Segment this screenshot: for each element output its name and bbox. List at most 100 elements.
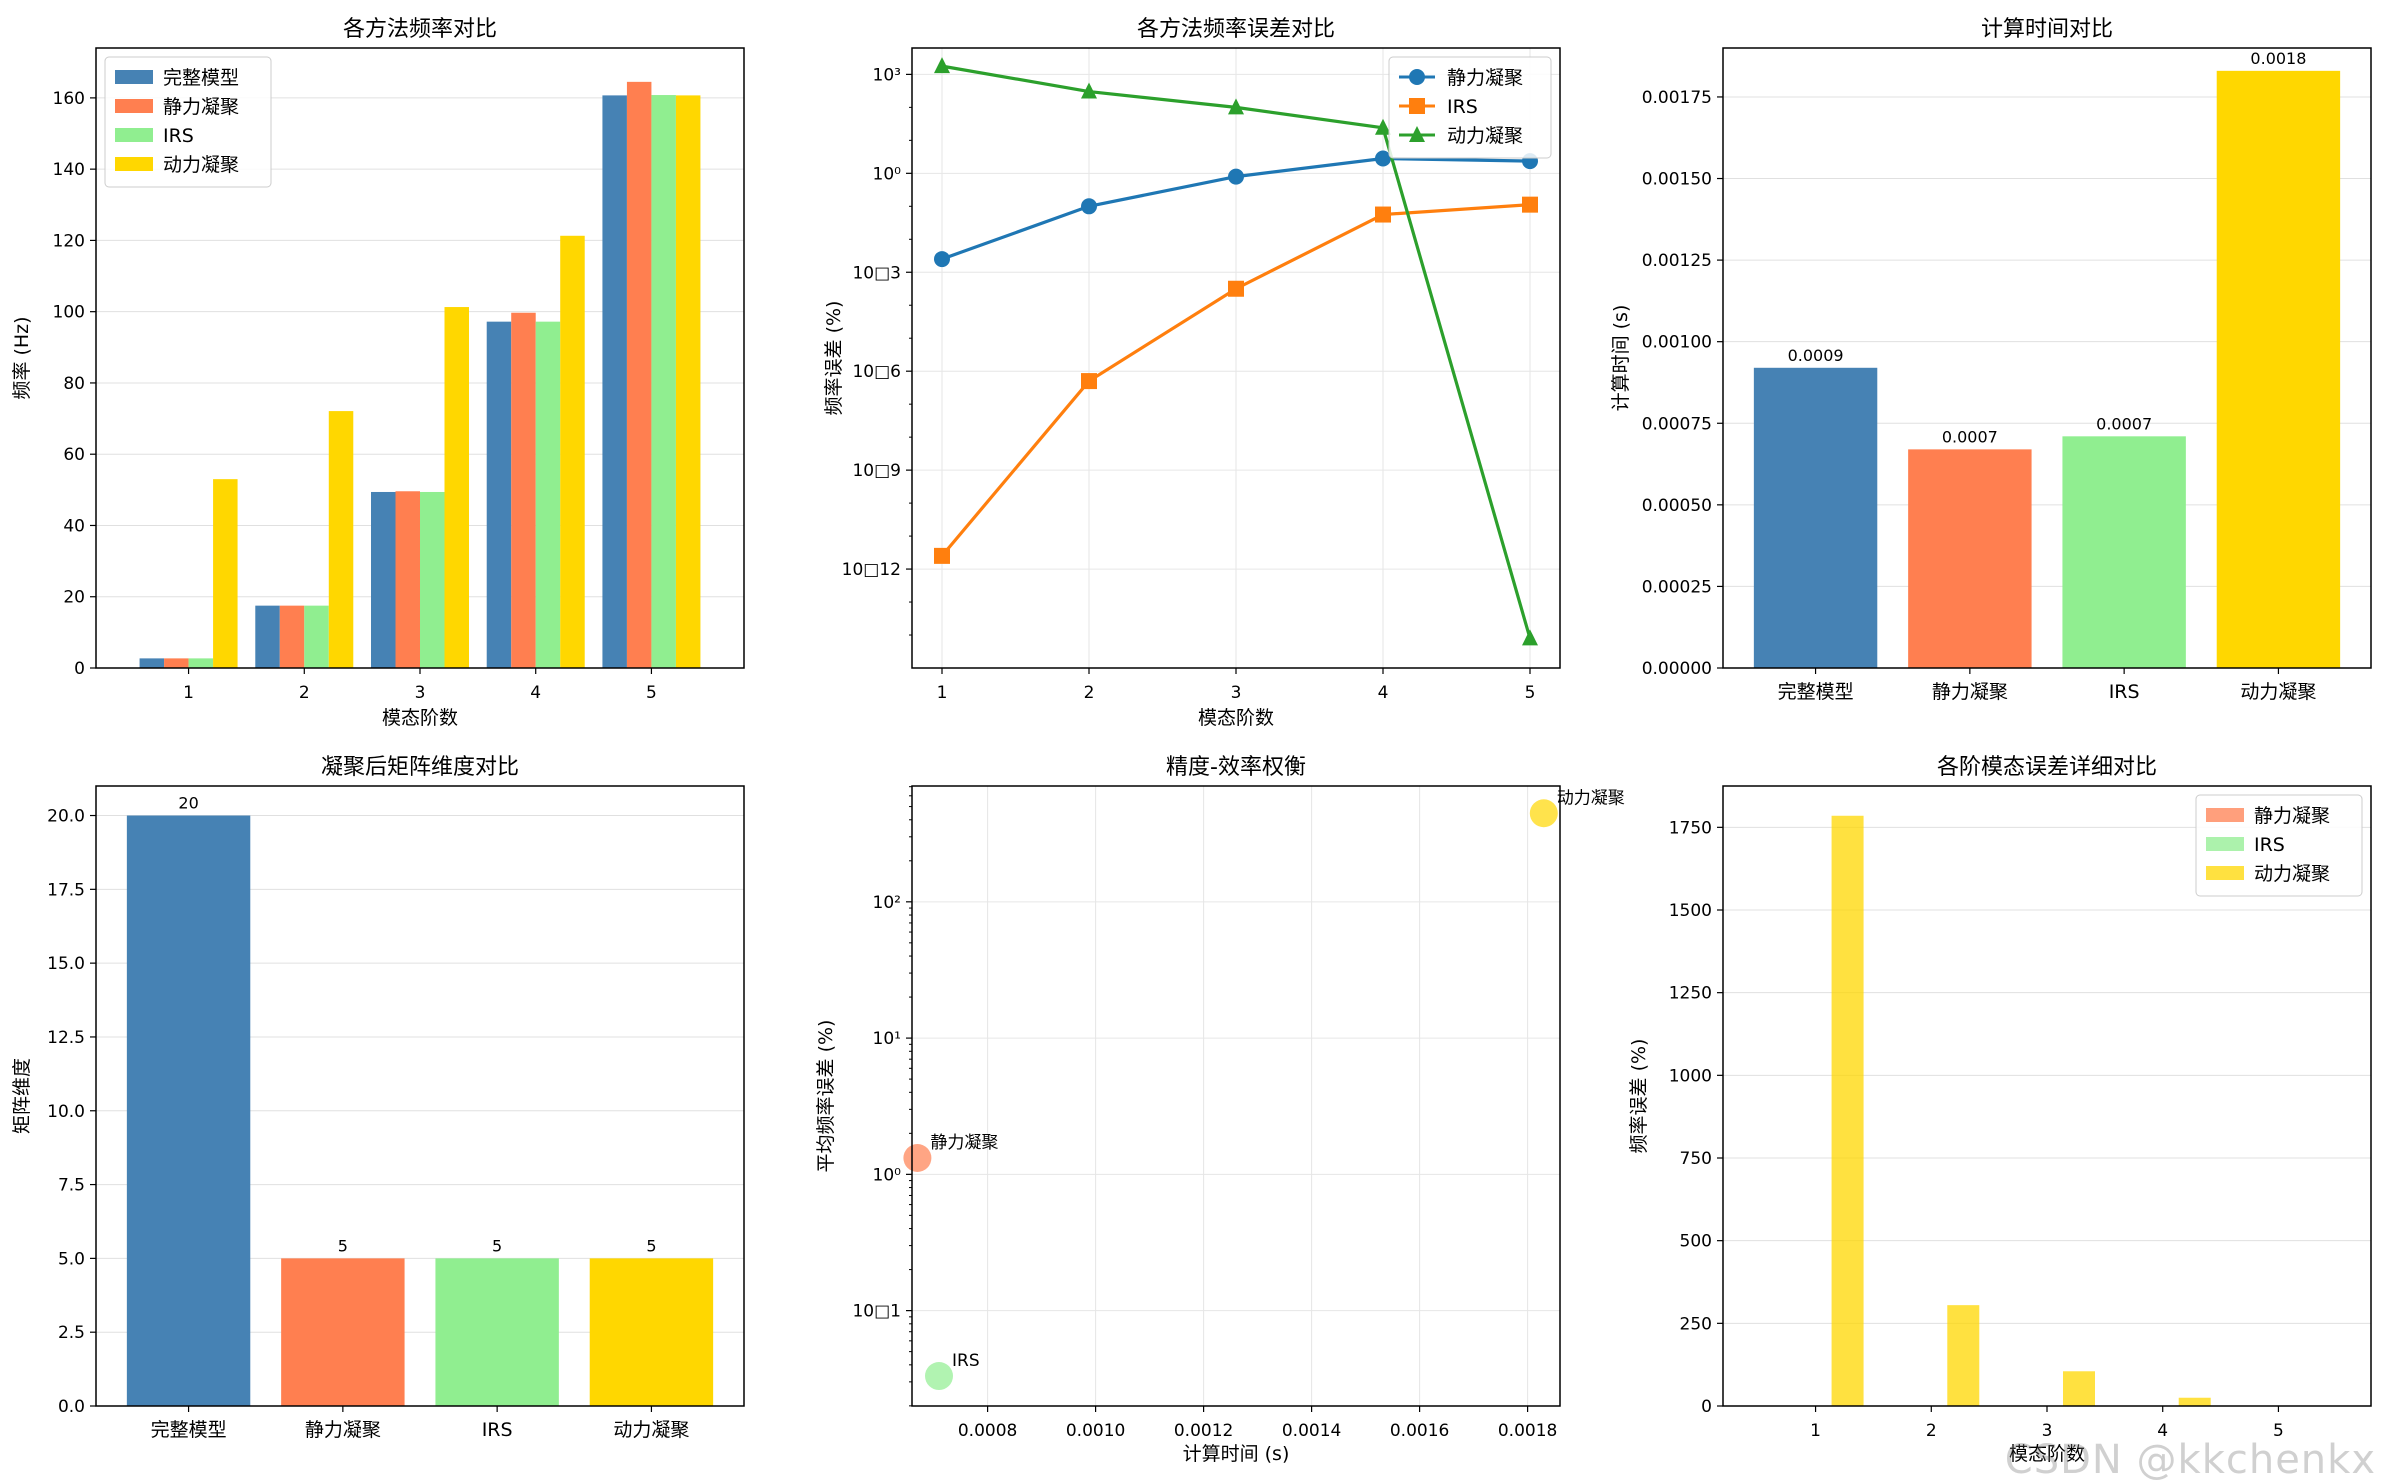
x-axis-label: 模态阶数	[1198, 707, 1274, 729]
x-axis-label: 模态阶数	[2009, 1443, 2085, 1465]
y-tick-label: 12.5	[47, 1028, 85, 1048]
y-tick-label: 0.00025	[1642, 577, 1712, 597]
chart-time: 0.00000 0.00025 0.00050 0.00075 0.00100 0.001…	[1610, 17, 2372, 703]
legend-swatch	[2206, 837, 2244, 851]
chart-tradeoff: 10² 10¹ 10⁰ 10□1 0.0008 0.0010 0.0012 0.0014 0.0…	[815, 755, 1625, 1465]
bar	[420, 491, 445, 668]
x-tick-label: 0.0008	[958, 1421, 1017, 1441]
x-tick-label: 4	[530, 683, 541, 703]
data-point	[1522, 196, 1538, 213]
legend-label: IRS	[1447, 96, 1478, 118]
bar-value-label: 5	[338, 1236, 348, 1255]
y-tick-label: 0.00000	[1642, 659, 1712, 679]
x-tick-label: 3	[415, 683, 426, 703]
scatter-point	[903, 1144, 932, 1172]
y-tick-label: 10³	[873, 65, 901, 85]
y-tick-label: 1000	[1669, 1066, 1712, 1086]
bar	[2216, 70, 2341, 668]
y-tick-label: 20	[63, 588, 85, 608]
y-tick-label: 15.0	[47, 954, 85, 974]
bar-value-label: 5	[492, 1236, 502, 1255]
bar	[435, 1258, 559, 1406]
bar-value-label: 0.0007	[1942, 427, 1998, 446]
bar-value-label: 20	[178, 794, 198, 813]
bar	[328, 411, 354, 668]
x-tick-label: 0.0012	[1174, 1421, 1233, 1441]
x-tick-label: 3	[1231, 683, 1242, 703]
x-tick-label: 4	[2157, 1421, 2168, 1441]
x-axis-label: 模态阶数	[382, 707, 458, 729]
x-tick-label: 0.0010	[1066, 1421, 1125, 1441]
x-tick-label: 0.0014	[1282, 1421, 1341, 1441]
x-tick-label: 0.0018	[1498, 1421, 1557, 1441]
y-tick-label: 10²	[873, 893, 901, 913]
legend-swatch	[2206, 808, 2244, 822]
bar-value-label: 0.0007	[2096, 414, 2152, 433]
bar	[602, 95, 627, 668]
y-tick-label: 100	[53, 303, 85, 323]
bar	[213, 479, 238, 668]
bar	[2062, 436, 2186, 668]
bar-value-label: 0.0009	[1788, 346, 1844, 365]
y-tick-label: 0.00125	[1642, 251, 1712, 271]
bar	[371, 491, 396, 668]
y-axis-label: 频率 (Hz)	[11, 316, 33, 399]
x-tick-label: 2	[299, 683, 310, 703]
bar	[126, 815, 251, 1406]
bar	[444, 307, 469, 668]
bar	[1831, 815, 1864, 1406]
y-tick-label: 20.0	[47, 807, 85, 827]
bar-value-label: 0.0018	[2250, 49, 2306, 68]
legend-label: 完整模型	[163, 67, 239, 89]
y-tick-label: 10□3	[852, 263, 901, 283]
legend-box	[1388, 56, 1552, 159]
y-tick-label: 250	[1680, 1314, 1712, 1334]
x-tick-label: 1	[937, 683, 948, 703]
legend-label: 动力凝聚	[163, 154, 239, 176]
legend-label: IRS	[163, 125, 194, 147]
bar	[560, 235, 585, 668]
chart-title: 精度-效率权衡	[1166, 755, 1306, 780]
x-tick-label: IRS	[2109, 681, 2140, 703]
y-tick-label: 10□6	[852, 362, 901, 382]
y-tick-label: 10□12	[842, 560, 901, 580]
chart-title: 凝聚后矩阵维度对比	[321, 755, 519, 780]
scatter-point	[1529, 799, 1558, 828]
data-point	[1375, 150, 1391, 167]
bar	[2178, 1397, 2211, 1406]
chart-dim: 0.0 2.5 5.0 7.5 10.0 12.5 15.0 17.5 20.0 20 5 5 5 完整模…	[11, 755, 745, 1441]
y-tick-label: 10.0	[47, 1102, 85, 1122]
y-tick-label: 0	[74, 659, 85, 679]
chart-error: 10³ 10⁰ 10□3 10□6 10□9 10□12 1 2 3 4 5 各方法频率误差对比模态阶…	[823, 17, 1561, 729]
y-tick-label: 750	[1680, 1149, 1712, 1169]
y-tick-label: 1250	[1669, 984, 1712, 1004]
y-tick-label: 7.5	[58, 1176, 85, 1196]
x-tick-label: 3	[2042, 1421, 2053, 1441]
y-tick-label: 0	[1701, 1397, 1712, 1417]
y-tick-label: 0.00100	[1642, 333, 1712, 353]
data-point	[1081, 82, 1097, 99]
legend-label: 静力凝聚	[2254, 805, 2330, 827]
y-axis-label: 矩阵维度	[11, 1058, 33, 1134]
y-tick-label: 0.00075	[1642, 414, 1712, 434]
point-label: 动力凝聚	[1557, 788, 1625, 808]
axes-frame	[911, 785, 1561, 1407]
y-tick-label: 10¹	[873, 1029, 901, 1049]
data-point	[1081, 373, 1097, 390]
x-tick-label: 动力凝聚	[2240, 681, 2316, 703]
chart-detail: 0 250 500 750 1000 1250 1500 1750 1 2 3 4 5 各阶模态误差详细对…	[1628, 755, 2372, 1465]
y-tick-label: 10□9	[852, 461, 901, 481]
data-point	[1375, 118, 1391, 135]
legend-label: 静力凝聚	[163, 96, 239, 118]
y-tick-label: 500	[1680, 1232, 1712, 1252]
legend-label: 动力凝聚	[1447, 125, 1523, 147]
x-tick-label: 4	[1378, 683, 1389, 703]
legend-marker	[1409, 98, 1425, 114]
watermark-text: CSDN @kkchenkx	[2004, 1437, 2376, 1483]
x-tick-label: 2	[1084, 683, 1095, 703]
y-tick-label: 10□1	[852, 1302, 901, 1322]
data-point	[934, 547, 950, 564]
y-tick-label: 0.00175	[1642, 88, 1712, 108]
y-axis-label: 计算时间 (s)	[1610, 305, 1632, 412]
